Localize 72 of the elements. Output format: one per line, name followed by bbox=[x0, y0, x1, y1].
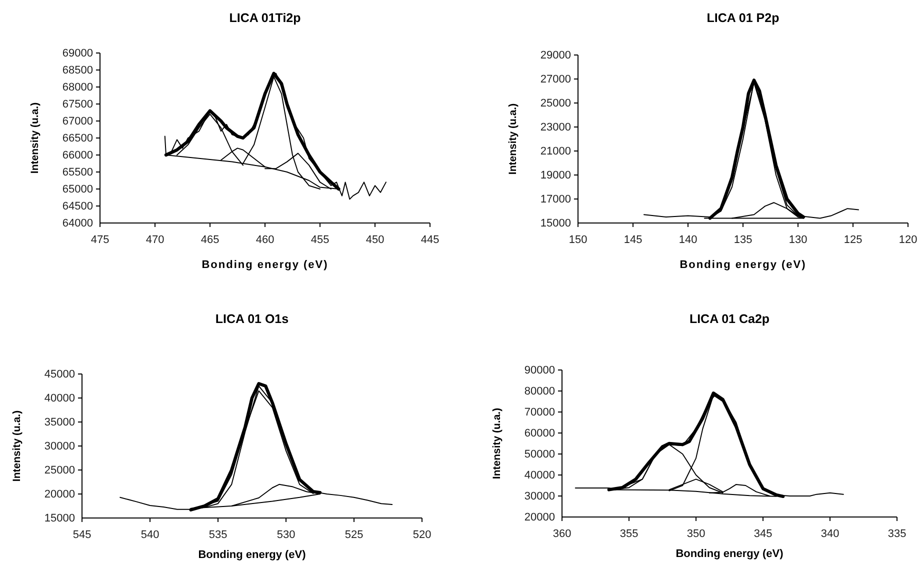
y-tick-label: 67500 bbox=[62, 98, 93, 111]
y-tick-label: 27000 bbox=[540, 74, 571, 86]
x-tick-label: 465 bbox=[200, 234, 220, 246]
x-tick-label: 335 bbox=[888, 528, 906, 540]
y-tick-label: 64500 bbox=[62, 200, 93, 213]
y-axis-title: Intensity (u.a.) bbox=[507, 103, 519, 175]
x-tick-label: 345 bbox=[754, 528, 772, 540]
y-tick-label: 90000 bbox=[524, 364, 555, 377]
x-tick-label: 475 bbox=[90, 234, 110, 246]
y-tick-label: 67000 bbox=[62, 116, 93, 128]
chart-title: LICA 01 Ca2p bbox=[689, 312, 770, 326]
x-tick-label: 140 bbox=[678, 234, 698, 246]
x-tick-label: 540 bbox=[140, 529, 160, 542]
x-tick-label: 350 bbox=[686, 528, 706, 540]
y-axis-title: Intensity (u.a.) bbox=[491, 408, 503, 480]
y-tick-label: 30000 bbox=[44, 440, 75, 453]
y-tick-label: 25000 bbox=[44, 464, 75, 477]
x-tick-label: 455 bbox=[310, 234, 330, 246]
x-axis-title: Bonding energy (eV) bbox=[202, 259, 328, 271]
x-tick-label: 355 bbox=[620, 528, 638, 540]
y-tick-label: 20000 bbox=[44, 488, 75, 501]
y-tick-label: 50000 bbox=[524, 448, 555, 461]
y-axis-title: Intensity (u.a.) bbox=[11, 410, 23, 482]
y-tick-label: 40000 bbox=[44, 392, 75, 405]
x-tick-label: 445 bbox=[420, 234, 440, 246]
x-tick-label: 340 bbox=[820, 528, 840, 540]
x-tick-label: 525 bbox=[344, 529, 364, 542]
y-tick-label: 68000 bbox=[62, 82, 93, 94]
x-tick-label: 460 bbox=[256, 234, 274, 246]
x-tick-label: 130 bbox=[788, 234, 808, 246]
x-tick-label: 520 bbox=[412, 529, 432, 542]
chart-title: LICA 01 O1s bbox=[215, 312, 289, 326]
x-tick-label: 145 bbox=[624, 234, 642, 246]
y-tick-label: 15000 bbox=[540, 218, 571, 230]
x-tick-label: 470 bbox=[146, 234, 164, 246]
x-tick-label: 125 bbox=[844, 234, 862, 246]
y-tick-label: 80000 bbox=[524, 386, 555, 398]
x-tick-label: 120 bbox=[898, 234, 918, 246]
y-tick-label: 68500 bbox=[62, 64, 93, 77]
y-tick-label: 40000 bbox=[524, 470, 555, 482]
y-tick-label: 15000 bbox=[44, 512, 75, 525]
chart-title: LICA 01 P2p bbox=[706, 11, 780, 25]
y-tick-label: 29000 bbox=[540, 50, 571, 62]
y-tick-label: 23000 bbox=[540, 122, 571, 134]
y-tick-label: 66500 bbox=[62, 132, 93, 145]
y-axis-title: Intensity (u.a.) bbox=[29, 102, 41, 174]
chart-title: LICA 01Ti2p bbox=[229, 11, 302, 25]
y-tick-label: 64000 bbox=[62, 218, 93, 230]
x-tick-label: 545 bbox=[72, 529, 92, 542]
y-tick-label: 69000 bbox=[62, 48, 93, 60]
x-tick-label: 135 bbox=[734, 234, 752, 246]
x-tick-label: 450 bbox=[366, 234, 384, 246]
x-axis-title: Bonding energy (eV) bbox=[676, 548, 784, 560]
x-axis-title: Bonding energy (eV) bbox=[680, 259, 806, 271]
x-tick-label: 530 bbox=[276, 529, 296, 542]
y-tick-label: 65000 bbox=[62, 184, 93, 196]
x-tick-label: 360 bbox=[552, 528, 572, 540]
y-tick-label: 70000 bbox=[524, 406, 555, 419]
y-tick-label: 35000 bbox=[44, 416, 75, 429]
x-tick-label: 535 bbox=[208, 529, 228, 542]
y-tick-label: 19000 bbox=[540, 170, 571, 182]
x-tick-label: 150 bbox=[568, 234, 588, 246]
x-axis-title: Bonding energy (eV) bbox=[198, 549, 306, 561]
y-tick-label: 20000 bbox=[524, 512, 555, 524]
y-tick-label: 45000 bbox=[44, 368, 75, 381]
y-tick-label: 25000 bbox=[540, 98, 571, 110]
y-tick-label: 21000 bbox=[540, 146, 571, 158]
y-tick-label: 66000 bbox=[62, 150, 93, 162]
y-tick-label: 30000 bbox=[524, 490, 555, 503]
y-tick-label: 17000 bbox=[540, 194, 571, 206]
y-tick-label: 60000 bbox=[524, 428, 555, 440]
y-tick-label: 65500 bbox=[62, 166, 93, 179]
